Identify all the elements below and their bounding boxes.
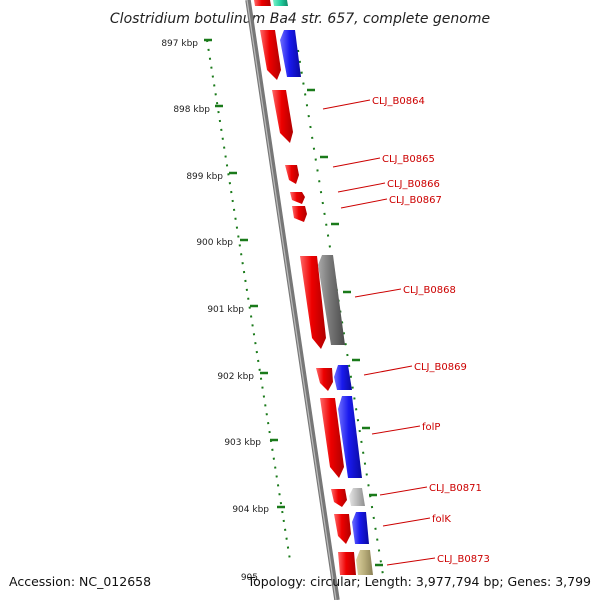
ruler-tick-label: 905 [241,573,258,583]
cds-feature[interactable] [334,514,351,544]
gene-label-clj-b0868[interactable]: CLJ_B0868 [403,285,456,296]
cds-feature[interactable] [280,30,301,77]
cds-feature[interactable] [349,488,365,506]
cds-feature[interactable] [260,30,281,80]
ruler-tick-label: 903 kbp [224,438,261,448]
ruler-ticks [204,38,285,509]
cds-feature[interactable] [285,165,299,184]
topology-text: Topology: circular; Length: 3,977,794 bp… [247,574,591,589]
ruler-tick-label: 898 kbp [173,105,210,115]
cds-feature[interactable] [300,256,326,349]
gene-leader-lines [322,99,436,566]
accession-text: Accession: NC_012658 [9,574,151,589]
cds-feature[interactable] [318,255,345,345]
gene-label-clj-b0873[interactable]: CLJ_B0873 [437,554,490,565]
cds-feature[interactable] [292,206,307,222]
ruler-tick-label: 901 kbp [207,305,244,315]
cds-feature[interactable] [272,90,293,143]
ruler-tick-label: 900 kbp [196,238,233,248]
gene-labels: CLJ_B0864 CLJ_B0865 CLJ_B0866 CLJ_B0867 … [372,96,490,565]
map-title: Clostridium botulinum Ba4 str. 657, comp… [110,11,490,27]
genome-backbone [245,0,340,600]
gene-label-clj-b0865[interactable]: CLJ_B0865 [382,154,435,165]
gene-label-clj-b0867[interactable]: CLJ_B0867 [389,195,442,206]
cds-feature[interactable] [254,0,271,6]
cds-feature[interactable] [320,398,344,478]
cds-feature[interactable] [331,489,347,507]
cds-feature[interactable] [334,365,352,390]
gene-label-clj-b0869[interactable]: CLJ_B0869 [414,362,467,373]
ruler-tick-label: 904 kbp [232,505,269,515]
gene-label-clj-b0864[interactable]: CLJ_B0864 [372,96,425,107]
ruler-tick-label: 902 kbp [217,372,254,382]
cds-feature[interactable] [273,0,288,6]
ruler-tick-label: 897 kbp [161,39,198,49]
gene-label-clj-b0866[interactable]: CLJ_B0866 [387,179,440,190]
cds-feature[interactable] [338,396,362,478]
ruler-tick-labels: 897 kbp 898 kbp 899 kbp 900 kbp 901 kbp … [161,39,269,583]
cds-feature[interactable] [316,368,333,391]
ruler-ticks-outer [307,88,383,567]
cds-feature[interactable] [352,512,369,544]
ruler-tick-label: 899 kbp [186,172,223,182]
cds-feature[interactable] [338,552,356,575]
cds-feature[interactable] [356,550,373,575]
cds-features [254,0,373,575]
gene-label-folk[interactable]: folK [432,514,451,525]
gene-label-clj-b0871[interactable]: CLJ_B0871 [429,483,482,494]
gene-label-folp[interactable]: folP [422,422,440,433]
cds-feature[interactable] [290,192,305,204]
